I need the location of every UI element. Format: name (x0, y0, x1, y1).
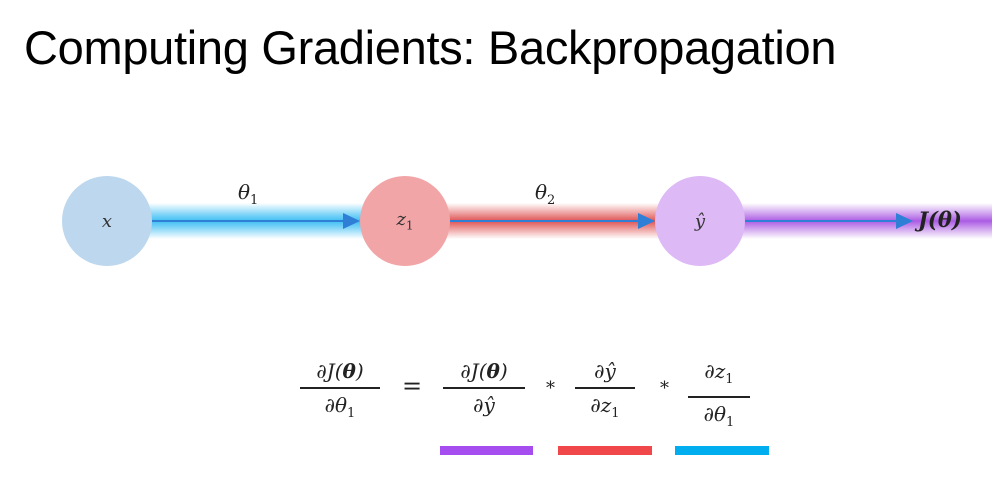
node-x: x (62, 176, 152, 266)
node-x-label: x (101, 210, 113, 232)
output-label-J-theta: J(θ) (918, 207, 962, 232)
node-yhat-label: ŷ (694, 210, 706, 232)
slide-title: Computing Gradients: Backpropagation (24, 21, 837, 74)
edge-label-theta2: θ2 (535, 180, 556, 208)
multiply-sign-1: * (546, 378, 555, 399)
arrowhead-z1-to-yhat (638, 213, 655, 229)
fraction-dJ-dtheta1: ∂J(θ) ∂θ1 (300, 358, 380, 427)
edge-label-theta1: θ1 (238, 180, 259, 208)
node-z1-label: z1 (396, 209, 414, 233)
arrowhead-x-to-z1 (343, 213, 360, 229)
underline-blue (675, 446, 769, 455)
fraction-dJ-dyhat: ∂J(θ) ∂ŷ (443, 358, 525, 418)
node-yhat: ŷ (655, 176, 745, 266)
underline-red (558, 446, 652, 455)
node-z1: z1 (360, 176, 450, 266)
arrowhead-yhat-to-output (896, 213, 913, 229)
fraction-dz1-dtheta1: ∂z1 ∂θ1 (688, 358, 750, 436)
multiply-sign-2: * (660, 378, 669, 399)
underline-purple (440, 446, 533, 455)
fraction-dyhat-dz1: ∂ŷ ∂z1 (575, 358, 635, 427)
equals-sign: = (402, 372, 423, 400)
